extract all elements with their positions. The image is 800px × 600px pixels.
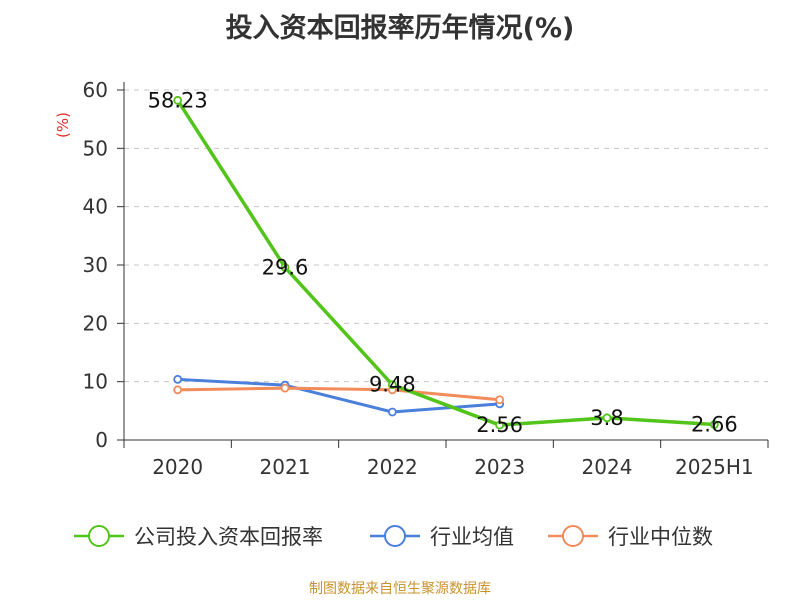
- data-point: [280, 262, 290, 272]
- x-tick-label: 2022: [367, 455, 418, 479]
- legend: 公司投入资本回报率 行业均值 行业中位数: [74, 525, 713, 549]
- series-lines: [173, 95, 719, 430]
- data-point: [387, 407, 397, 417]
- data-label: 58.23: [148, 88, 208, 112]
- y-tick-label: 10: [83, 370, 108, 394]
- x-tick-label: 2021: [260, 455, 311, 479]
- y-tick-label: 20: [83, 311, 108, 335]
- x-tick-label: 2023: [474, 455, 525, 479]
- data-point: [280, 383, 290, 393]
- data-point: [495, 420, 505, 430]
- legend-label: 行业中位数: [608, 525, 713, 549]
- data-point: [709, 420, 719, 429]
- y-tick-label: 30: [83, 253, 108, 277]
- grid-lines: [124, 89, 768, 383]
- data-labels: 58.23 29.6 9.48 2.56 3.8 2.66: [148, 88, 738, 437]
- legend-marker: [562, 525, 584, 547]
- y-tick-label: 50: [83, 136, 108, 160]
- legend-marker: [384, 525, 406, 547]
- legend-marker: [88, 525, 110, 547]
- data-point: [173, 374, 183, 384]
- data-point: [602, 413, 612, 423]
- x-tick-label: 2025H1: [675, 455, 754, 479]
- data-label: 29.6: [262, 255, 309, 279]
- legend-label: 行业均值: [430, 525, 514, 549]
- y-tick-label: 0: [95, 428, 108, 452]
- series-line: [177, 386, 500, 402]
- data-point: [173, 385, 183, 395]
- data-label: 9.48: [369, 373, 416, 397]
- data-point: [387, 380, 397, 390]
- data-label: 3.8: [590, 406, 623, 430]
- axes: 0 10 20 30 40 50 60 2020 2021 2022 2023 2024 2025H1 (…: [54, 78, 769, 479]
- y-tick-label: 40: [83, 195, 108, 219]
- chart-title: 投入资本回报率历年情况(%): [225, 13, 575, 44]
- series-line: [176, 99, 715, 427]
- x-tick-label: 2024: [582, 455, 633, 479]
- y-axis-label: (%): [54, 112, 72, 138]
- data-label: 2.56: [476, 413, 523, 437]
- data-point: [495, 395, 505, 405]
- series-line: [177, 377, 500, 414]
- source-note: 制图数据来自恒生聚源数据库: [309, 581, 491, 597]
- legend-label: 公司投入资本回报率: [134, 525, 323, 549]
- data-label: 2.66: [691, 412, 738, 436]
- data-point: [173, 95, 183, 105]
- y-tick-label: 60: [83, 78, 108, 102]
- x-tick-label: 2020: [152, 455, 203, 479]
